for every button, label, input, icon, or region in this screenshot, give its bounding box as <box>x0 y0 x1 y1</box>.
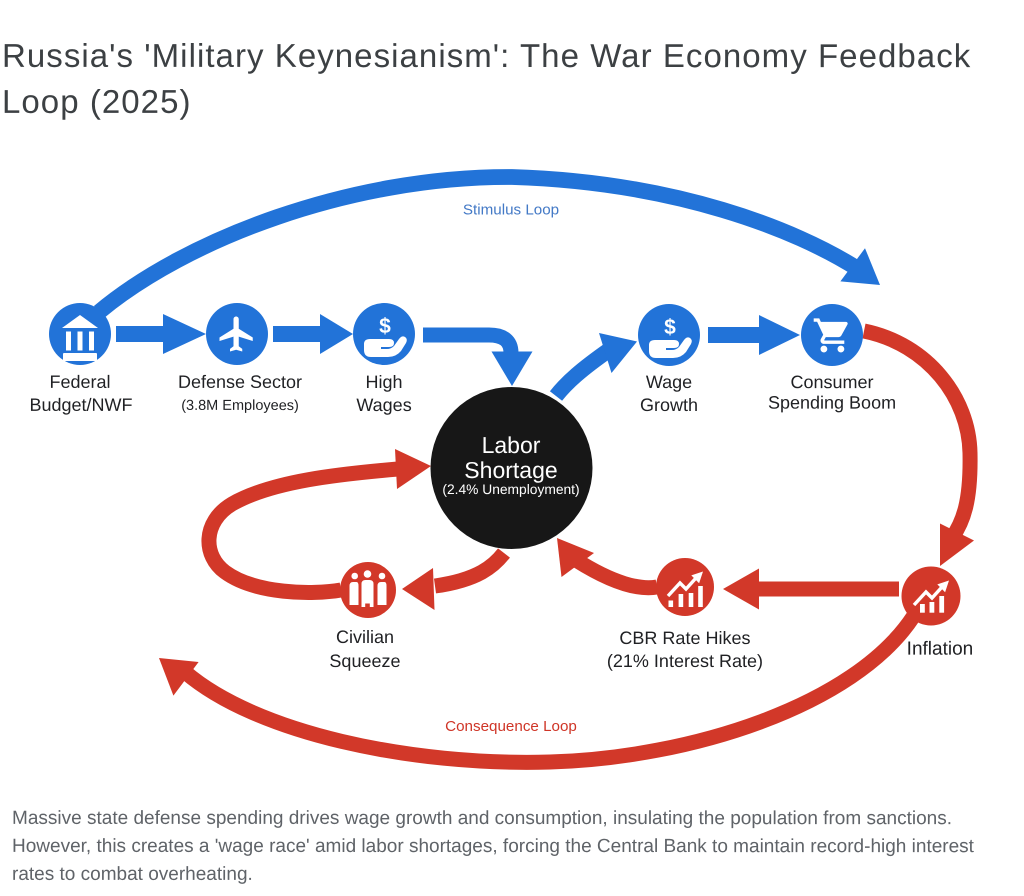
svg-text:CBR Rate Hikes: CBR Rate Hikes <box>619 628 750 648</box>
svg-text:Federal: Federal <box>50 372 111 392</box>
svg-text:Defense Sector: Defense Sector <box>178 372 302 392</box>
svg-text:Consequence Loop: Consequence Loop <box>445 718 577 735</box>
svg-text:Shortage: Shortage <box>464 457 557 483</box>
svg-text:(2.4% Unemployment): (2.4% Unemployment) <box>442 482 579 497</box>
svg-text:Budget/NWF: Budget/NWF <box>29 395 132 415</box>
svg-text:Wages: Wages <box>356 395 411 415</box>
svg-text:Growth: Growth <box>640 395 698 415</box>
svg-text:Labor: Labor <box>482 432 541 458</box>
svg-text:Wage: Wage <box>646 372 692 392</box>
svg-text:Spending Boom: Spending Boom <box>768 393 896 413</box>
svg-text:$: $ <box>664 316 676 339</box>
svg-text:$: $ <box>379 315 391 338</box>
svg-text:Consumer: Consumer <box>791 372 874 392</box>
svg-text:Civilian: Civilian <box>336 627 394 647</box>
svg-text:(3.8M Employees): (3.8M Employees) <box>181 398 299 414</box>
svg-text:(21% Interest Rate): (21% Interest Rate) <box>607 651 763 671</box>
svg-text:Stimulus Loop: Stimulus Loop <box>463 202 559 219</box>
svg-text:High: High <box>366 372 403 392</box>
svg-text:Inflation: Inflation <box>907 639 974 660</box>
svg-text:Squeeze: Squeeze <box>329 651 400 671</box>
